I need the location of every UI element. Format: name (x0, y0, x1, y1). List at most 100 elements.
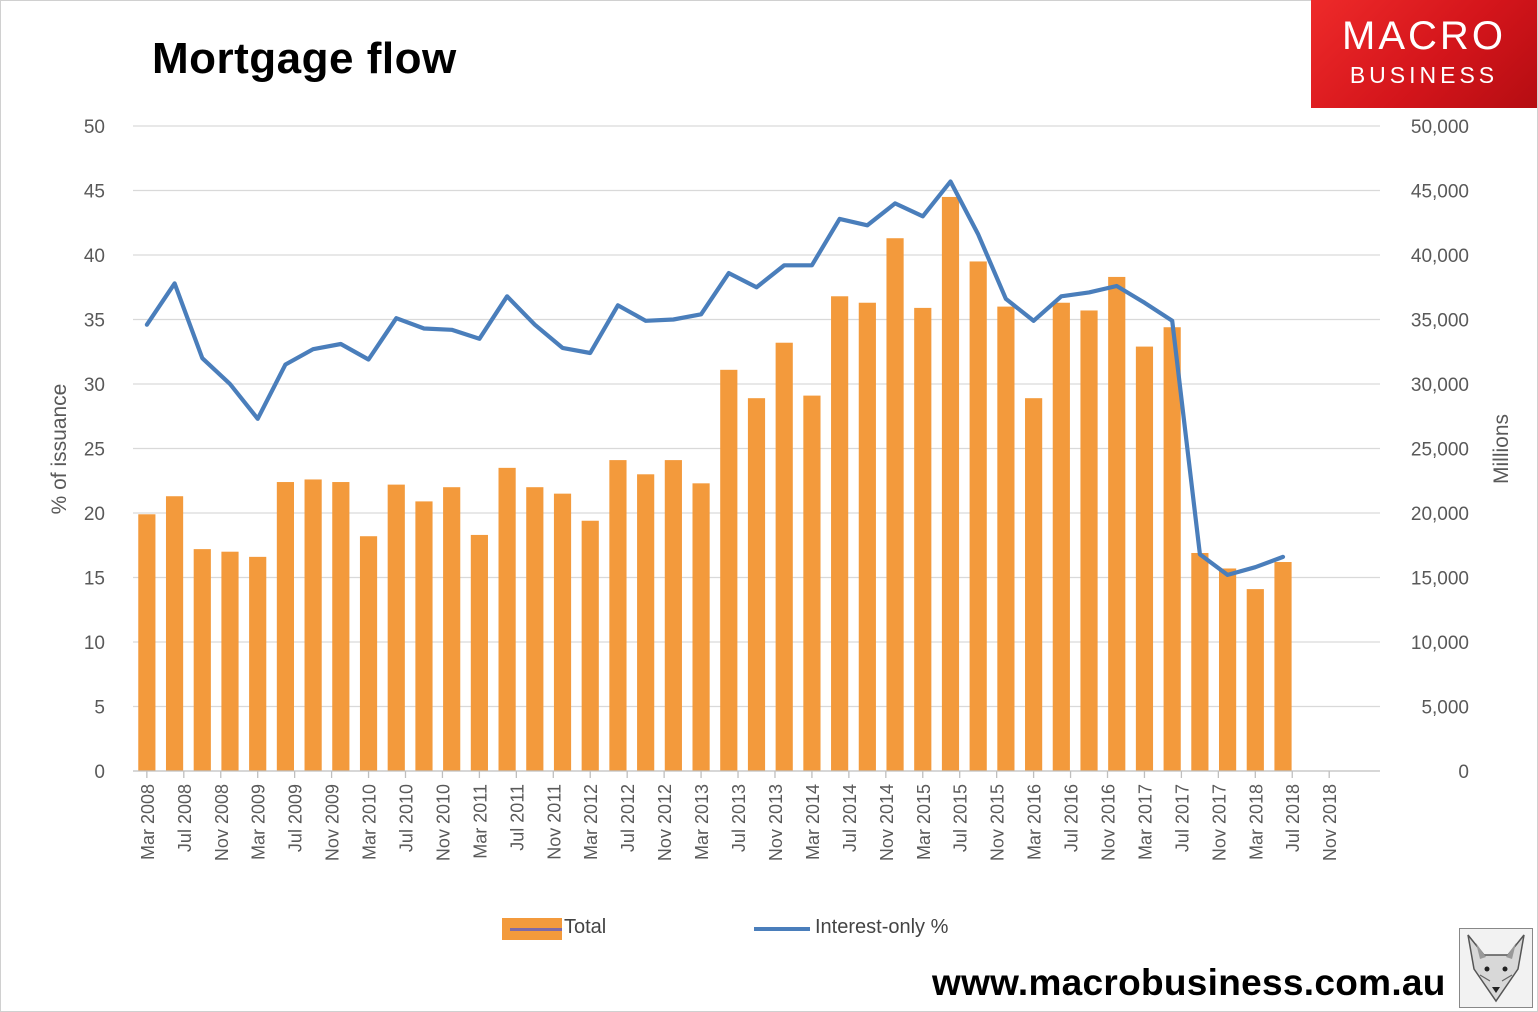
bar-total (775, 342, 793, 771)
bar-total (858, 302, 876, 771)
y-tick-label-left: 50 (84, 117, 105, 138)
bar-total (1052, 302, 1070, 771)
logo-line-2: BUSINESS (1349, 62, 1499, 88)
y-tick-label-left: 40 (84, 246, 105, 267)
y-tick-label-right: 50,000 (1411, 117, 1469, 138)
logo-line-1: MACRO (1342, 14, 1506, 58)
bar-total (969, 261, 987, 771)
interest-only-line-layer (144, 179, 1286, 578)
bar-total (803, 395, 821, 771)
x-tick-label: Nov 2015 (988, 784, 1008, 861)
x-tick-label: Nov 2008 (212, 784, 232, 861)
bar-total (249, 556, 267, 771)
bar-total (1191, 552, 1209, 771)
bar-total (498, 467, 516, 771)
y-tick-label-left: 25 (84, 440, 105, 461)
y-tick-label-right: 10,000 (1411, 633, 1469, 654)
x-tick-label: Jul 2011 (507, 784, 527, 851)
x-tick-label: Jul 2018 (1283, 784, 1303, 852)
y-tick-label-left: 45 (84, 182, 105, 203)
bar-total (221, 551, 239, 771)
legend-swatch-total (502, 918, 562, 940)
y-tick-label-right: 35,000 (1411, 311, 1469, 332)
bar-total (193, 549, 211, 771)
bar-total (720, 369, 738, 771)
y-tick-label-left: 35 (84, 311, 105, 332)
bar-total (1163, 327, 1181, 771)
x-tick-label: Mar 2016 (1025, 784, 1045, 860)
bar-total (886, 238, 904, 772)
x-tick-label: Mar 2012 (581, 784, 601, 860)
website-url: www.macrobusiness.com.au (932, 962, 1446, 1003)
y-tick-label-right: 40,000 (1411, 246, 1469, 267)
x-tick-label: Jul 2017 (1172, 784, 1192, 852)
bar-total (581, 520, 599, 771)
y-tick-label-right: 20,000 (1411, 504, 1469, 525)
bar-total (443, 487, 461, 771)
bar-total (1108, 276, 1126, 771)
bar-total (692, 483, 710, 771)
bar-total (1080, 310, 1098, 771)
bar-total (664, 460, 682, 771)
bar-total (304, 479, 322, 771)
x-tick-label: Mar 2009 (249, 784, 269, 860)
axis-labels: 0 0 5 5,000 10 10,000 15 15,000 20 20,000 25 25,000… (48, 117, 1513, 861)
chart-title: Mortgage flow (152, 34, 457, 83)
x-tick-label: Jul 2008 (175, 784, 195, 852)
x-tick-label: Jul 2009 (286, 784, 306, 852)
y-tick-label-left: 20 (84, 504, 105, 525)
bar-total (941, 196, 960, 771)
x-tick-label: Nov 2014 (877, 784, 897, 861)
x-tick-label: Jul 2015 (951, 784, 971, 852)
interest-only-line (144, 179, 1286, 578)
y-tick-label-right: 15,000 (1411, 569, 1469, 590)
y-tick-label-left: 30 (84, 375, 105, 396)
x-tick-label: Mar 2014 (803, 784, 823, 860)
x-tick-label: Jul 2010 (396, 784, 416, 852)
x-tick-label: Jul 2016 (1062, 784, 1082, 852)
y-tick-label-left: 5 (94, 698, 105, 719)
x-tick-label: Nov 2011 (544, 784, 564, 860)
bar-total (1246, 589, 1264, 771)
y-tick-label-left: 10 (84, 633, 105, 654)
legend-swatch-interest-only (754, 927, 810, 931)
y-axis-title-right: Millions (1490, 414, 1513, 484)
y-tick-label-right: 0 (1458, 762, 1469, 783)
y-tick-label-right: 45,000 (1411, 182, 1469, 203)
x-tick-label: Nov 2012 (655, 784, 675, 861)
x-tick-label: Nov 2016 (1099, 784, 1119, 861)
x-tick-label: Nov 2013 (766, 784, 786, 861)
x-tick-label: Mar 2011 (470, 784, 490, 859)
x-tick-label: Mar 2017 (1135, 784, 1155, 860)
y-tick-label-right: 5,000 (1421, 698, 1469, 719)
y-tick-label-left: 15 (84, 569, 105, 590)
bar-total (1135, 346, 1154, 771)
x-tick-label: Nov 2010 (433, 784, 453, 861)
x-tick-label: Mar 2013 (692, 784, 712, 860)
bar-total (138, 514, 156, 771)
bar-total (276, 482, 295, 771)
legend-label-interest-only: Interest-only % (815, 916, 949, 938)
x-tick-label: Nov 2017 (1209, 784, 1229, 861)
x-tick-label: Jul 2014 (840, 784, 860, 852)
x-tick-label: Jul 2012 (618, 784, 638, 852)
axes (133, 770, 1380, 778)
x-tick-label: Mar 2015 (914, 784, 934, 860)
macrobusiness-logo: MACRO BUSINESS (1311, 0, 1537, 108)
x-tick-label: Nov 2009 (323, 784, 343, 861)
bar-total (1025, 398, 1043, 771)
bar-total (165, 496, 184, 771)
y-tick-label-right: 25,000 (1411, 440, 1469, 461)
bar-total (332, 482, 350, 771)
bar-total (526, 487, 544, 771)
fox-emblem (1459, 928, 1533, 1008)
bar-total (1274, 562, 1292, 771)
bar-total (470, 534, 488, 771)
y-tick-label-right: 30,000 (1411, 375, 1469, 396)
bar-total (997, 306, 1015, 771)
bar-total (914, 307, 932, 771)
x-tick-label: Nov 2018 (1320, 784, 1340, 861)
legend-label-total: Total (564, 916, 607, 938)
bar-total (387, 484, 405, 771)
